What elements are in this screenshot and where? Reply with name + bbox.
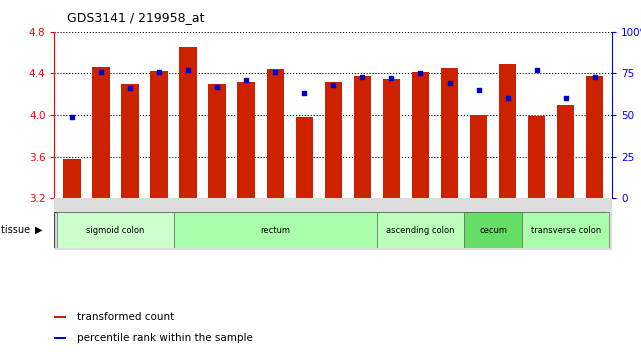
- Point: [531, 67, 542, 73]
- Bar: [54, 337, 65, 339]
- Text: sigmoid colon: sigmoid colon: [87, 225, 145, 235]
- Bar: [237, 82, 255, 198]
- Bar: [208, 84, 226, 198]
- Bar: [58, 212, 174, 248]
- Bar: [470, 115, 487, 198]
- Point: [96, 69, 106, 75]
- Bar: [464, 212, 522, 248]
- Text: cecum: cecum: [479, 225, 507, 235]
- Bar: [92, 67, 110, 198]
- Point: [328, 82, 338, 88]
- Point: [415, 70, 426, 76]
- Point: [387, 76, 397, 81]
- Bar: [324, 82, 342, 198]
- Bar: [412, 73, 429, 198]
- Point: [503, 96, 513, 101]
- Point: [212, 84, 222, 90]
- Bar: [267, 69, 284, 198]
- Point: [125, 86, 135, 91]
- Bar: [354, 75, 371, 198]
- Text: ascending colon: ascending colon: [387, 225, 454, 235]
- Point: [590, 74, 600, 80]
- Bar: [383, 79, 400, 198]
- Bar: [296, 117, 313, 198]
- Bar: [174, 212, 377, 248]
- Point: [154, 69, 164, 75]
- Bar: [522, 212, 609, 248]
- Bar: [63, 159, 81, 198]
- Text: GDS3141 / 219958_at: GDS3141 / 219958_at: [67, 11, 205, 24]
- Bar: [499, 64, 516, 198]
- Text: transverse colon: transverse colon: [531, 225, 601, 235]
- Text: rectum: rectum: [260, 225, 290, 235]
- Text: transformed count: transformed count: [77, 312, 174, 322]
- Bar: [441, 68, 458, 198]
- Point: [67, 114, 77, 120]
- Bar: [179, 47, 197, 198]
- Bar: [557, 105, 574, 198]
- Bar: [54, 316, 65, 318]
- Text: percentile rank within the sample: percentile rank within the sample: [77, 333, 253, 343]
- Text: ▶: ▶: [35, 225, 43, 235]
- Point: [357, 74, 367, 80]
- Point: [444, 81, 454, 86]
- Bar: [377, 212, 464, 248]
- Text: tissue: tissue: [1, 225, 33, 235]
- Point: [241, 77, 251, 83]
- Point: [561, 96, 571, 101]
- Point: [474, 87, 484, 93]
- Bar: [151, 72, 168, 198]
- Bar: [528, 116, 545, 198]
- Bar: [586, 75, 603, 198]
- Point: [299, 91, 310, 96]
- Point: [270, 69, 280, 75]
- Point: [183, 67, 193, 73]
- Bar: [121, 84, 138, 198]
